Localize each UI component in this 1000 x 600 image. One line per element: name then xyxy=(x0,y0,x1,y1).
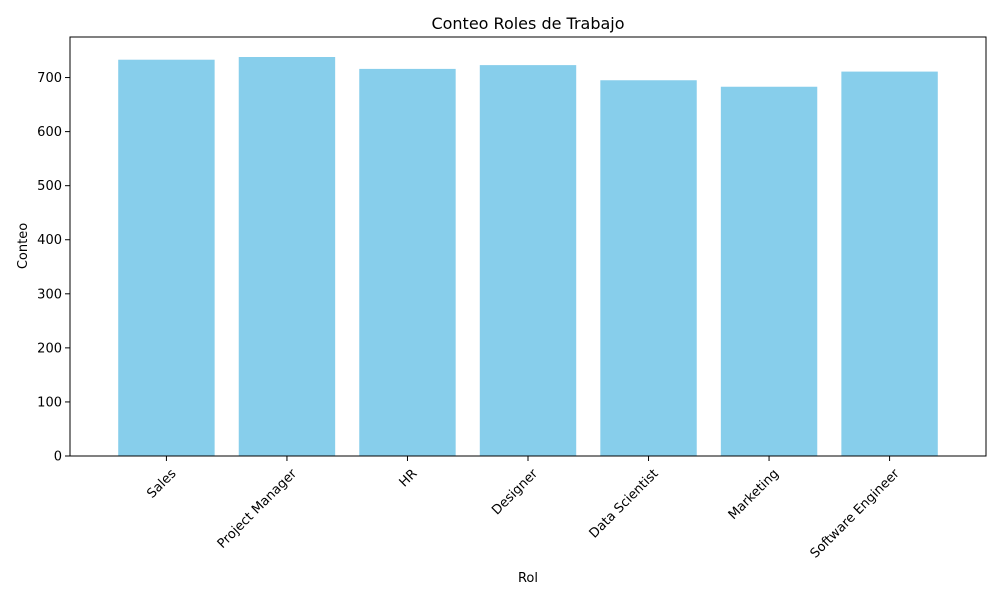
x-tick-label: HR xyxy=(397,466,421,490)
y-tick-label: 600 xyxy=(37,125,62,140)
bar-marketing xyxy=(720,86,818,457)
x-tick-label: Designer xyxy=(489,466,541,518)
y-tick-label: 700 xyxy=(37,71,62,86)
x-axis-title: Rol xyxy=(518,571,538,586)
y-tick-label: 100 xyxy=(37,395,62,410)
x-tick-label: Data Scientist xyxy=(587,466,662,541)
bar-project-manager xyxy=(238,57,336,456)
y-tick-label: 400 xyxy=(37,233,62,248)
x-tick-label: Marketing xyxy=(726,466,782,522)
y-tick-label: 500 xyxy=(37,179,62,194)
bar-sales xyxy=(118,59,215,457)
chart-title: Conteo Roles de Trabajo xyxy=(431,14,624,33)
bar-data-scientist xyxy=(600,80,697,456)
bar-hr xyxy=(359,68,456,457)
y-tick-label: 0 xyxy=(54,450,62,465)
bar-software-engineer xyxy=(841,71,938,456)
x-tick-label: Project Manager xyxy=(215,466,301,552)
x-tick-label: Software Engineer xyxy=(808,466,903,561)
y-tick-label: 300 xyxy=(37,287,62,302)
y-axis-title: Conteo xyxy=(16,223,31,269)
bar-designer xyxy=(479,65,577,457)
x-tick-label: Sales xyxy=(144,466,179,501)
plot-area: 0 100 200 300 400 500 600 700 Sales Project Manag… xyxy=(37,36,987,561)
y-tick-label: 200 xyxy=(37,341,62,356)
